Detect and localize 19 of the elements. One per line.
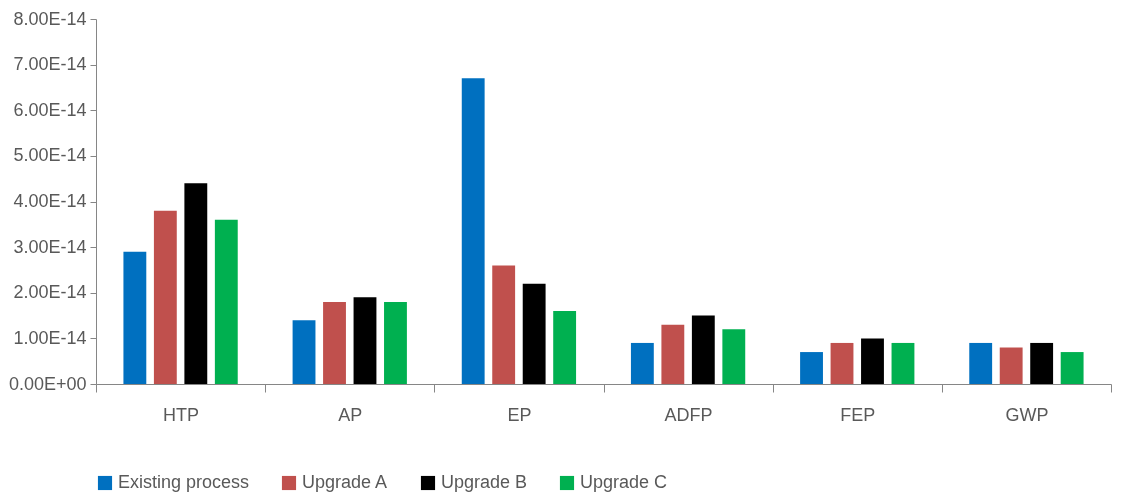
y-tick-label: 4.00E-14 [13, 191, 87, 211]
legend-label: Upgrade B [441, 472, 528, 492]
x-tick-label: FEP [840, 404, 876, 425]
y-tick-label: 0.00E+00 [8, 373, 87, 394]
y-tick-label: 2.00E-14 [13, 282, 87, 303]
y-tick-label: 5.00E-14 [13, 145, 87, 166]
y-tick-label: 8.00E-14 [13, 8, 87, 29]
y-tick-label: 3.00E-14 [13, 236, 87, 257]
x-tick-label: GWP [1005, 404, 1049, 425]
x-tick-label: AP [338, 404, 363, 425]
legend-label: Upgrade C [580, 472, 668, 492]
x-tick-label: HTP [163, 404, 200, 425]
y-tick-label: 6.00E-14 [13, 99, 87, 120]
y-tick-label: 7.00E-14 [13, 54, 87, 75]
legend-label: Upgrade A [302, 472, 388, 492]
x-tick-label: EP [507, 404, 532, 425]
legend-label: Existing process [118, 472, 250, 492]
y-tick-label: 1.00E-14 [13, 327, 87, 348]
x-tick-label: ADFP [664, 404, 713, 425]
